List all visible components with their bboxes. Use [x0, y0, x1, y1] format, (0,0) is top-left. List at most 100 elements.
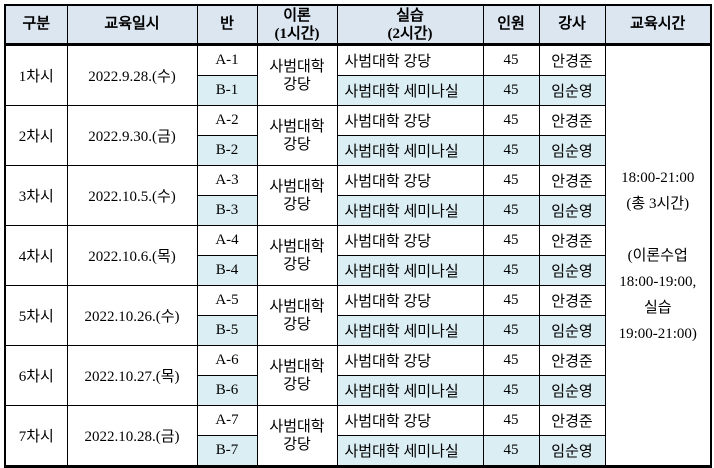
header-practice-line1: 실습: [396, 7, 424, 24]
instructor-cell: 안경준: [538, 405, 606, 436]
class-cell: B-5: [196, 315, 258, 346]
header-datetime: 교육일시: [66, 4, 198, 46]
header-instructor: 강사: [538, 4, 606, 46]
count-cell: 45: [482, 405, 540, 436]
practice-cell: 사범대학 강당: [336, 105, 484, 136]
theory-line2: 강당: [283, 136, 311, 153]
time-note-line: (이론수업: [627, 247, 688, 264]
class-cell: A-1: [196, 44, 258, 76]
theory-line1: 사범대학: [269, 178, 325, 195]
practice-cell: 사범대학 강당: [336, 405, 484, 436]
theory-line2: 강당: [283, 316, 311, 333]
session-cell: 3차시: [4, 165, 68, 226]
session-cell: 4차시: [4, 225, 68, 286]
theory-line1: 사범대학: [269, 298, 325, 315]
theory-cell: 사범대학 강당: [256, 44, 338, 106]
theory-line1: 사범대학: [269, 418, 325, 435]
session-cell: 6차시: [4, 345, 68, 406]
class-cell: A-6: [196, 345, 258, 376]
table-row: B-6 사범대학 세미나실 45 임순영: [5, 375, 711, 406]
theory-line2: 강당: [283, 196, 311, 213]
time-note-line: 실습: [643, 299, 672, 316]
instructor-cell: 안경준: [538, 165, 606, 196]
theory-cell: 사범대학 강당: [256, 405, 338, 467]
count-cell: 45: [482, 255, 540, 286]
instructor-cell: 임순영: [538, 315, 606, 346]
theory-cell: 사범대학 강당: [256, 165, 338, 226]
time-note-line: 19:00-21:00): [618, 325, 697, 342]
instructor-cell: 임순영: [538, 375, 606, 406]
table-row: B-1 사범대학 세미나실 45 임순영: [5, 75, 711, 106]
time-note-line: 18:00-19:00,: [619, 273, 697, 290]
practice-cell: 사범대학 세미나실: [336, 255, 484, 286]
theory-cell: 사범대학 강당: [256, 225, 338, 286]
class-cell: B-2: [196, 135, 258, 166]
session-cell: 5차시: [4, 285, 68, 346]
date-cell: 2022.10.28.(금): [66, 405, 198, 467]
class-cell: A-5: [196, 285, 258, 316]
theory-line1: 사범대학: [269, 118, 325, 135]
table-row: B-4 사범대학 세미나실 45 임순영: [5, 255, 711, 286]
instructor-cell: 임순영: [538, 135, 606, 166]
instructor-cell: 안경준: [538, 44, 606, 76]
header-time: 교육시간: [604, 4, 712, 46]
practice-cell: 사범대학 세미나실: [336, 135, 484, 166]
date-cell: 2022.10.5.(수): [66, 165, 198, 226]
education-schedule-table: 구분 교육일시 반 이론 (1시간) 실습 (2시간) 인원 강사 교육시간 1…: [4, 4, 712, 468]
theory-line2: 강당: [283, 376, 311, 393]
class-cell: B-4: [196, 255, 258, 286]
count-cell: 45: [482, 315, 540, 346]
practice-cell: 사범대학 강당: [336, 225, 484, 256]
table-row: 5차시 2022.10.26.(수) A-5 사범대학 강당 사범대학 강당 4…: [4, 285, 711, 346]
theory-line1: 사범대학: [269, 58, 325, 75]
table-row: 2차시 2022.9.30.(금) A-2 사범대학 강당 사범대학 강당 45…: [4, 105, 711, 166]
class-cell: B-7: [196, 435, 258, 467]
instructor-cell: 안경준: [538, 225, 606, 256]
table-row: B-5 사범대학 세미나실 45 임순영: [5, 315, 711, 346]
instructor-cell: 임순영: [538, 255, 606, 286]
header-row: 구분 교육일시 반 이론 (1시간) 실습 (2시간) 인원 강사 교육시간: [4, 4, 712, 46]
instructor-cell: 안경준: [538, 105, 606, 136]
count-cell: 45: [482, 285, 540, 316]
theory-line2: 강당: [283, 76, 311, 93]
date-cell: 2022.9.30.(금): [66, 105, 198, 166]
theory-line2: 강당: [283, 436, 311, 453]
count-cell: 45: [482, 165, 540, 196]
count-cell: 45: [482, 375, 540, 406]
header-theory-line1: 이론: [283, 7, 311, 24]
theory-line1: 사범대학: [269, 238, 325, 255]
instructor-cell: 임순영: [538, 195, 606, 226]
table-row: 4차시 2022.10.6.(목) A-4 사범대학 강당 사범대학 강당 45…: [4, 225, 711, 286]
count-cell: 45: [482, 75, 540, 106]
time-note-line: (총 3시간): [626, 195, 690, 212]
practice-cell: 사범대학 강당: [336, 345, 484, 376]
header-theory-line2: (1시간): [274, 25, 320, 42]
header-practice-line2: (2시간): [387, 25, 433, 42]
count-cell: 45: [482, 435, 540, 467]
instructor-cell: 임순영: [538, 75, 606, 106]
theory-line2: 강당: [283, 256, 311, 273]
count-cell: 45: [482, 135, 540, 166]
class-cell: B-6: [196, 375, 258, 406]
time-note-cell: 18:00-21:00 (총 3시간) (이론수업 18:00-19:00, 실…: [604, 44, 712, 467]
practice-cell: 사범대학 세미나실: [336, 315, 484, 346]
time-note-line: 18:00-21:00: [621, 169, 695, 186]
class-cell: B-1: [196, 75, 258, 106]
table-row: 3차시 2022.10.5.(수) A-3 사범대학 강당 사범대학 강당 45…: [4, 165, 711, 226]
practice-cell: 사범대학 세미나실: [336, 375, 484, 406]
class-cell: A-2: [196, 105, 258, 136]
theory-cell: 사범대학 강당: [256, 345, 338, 406]
table-row: B-3 사범대학 세미나실 45 임순영: [5, 195, 711, 226]
count-cell: 45: [482, 105, 540, 136]
date-cell: 2022.10.26.(수): [66, 285, 198, 346]
session-cell: 2차시: [4, 105, 68, 166]
class-cell: A-3: [196, 165, 258, 196]
table-row: 6차시 2022.10.27.(목) A-6 사범대학 강당 사범대학 강당 4…: [4, 345, 711, 406]
session-cell: 1차시: [4, 44, 68, 106]
table-row: B-2 사범대학 세미나실 45 임순영: [5, 135, 711, 166]
practice-cell: 사범대학 강당: [336, 44, 484, 76]
header-session: 구분: [4, 4, 68, 46]
practice-cell: 사범대학 강당: [336, 165, 484, 196]
class-cell: B-3: [196, 195, 258, 226]
practice-cell: 사범대학 강당: [336, 285, 484, 316]
